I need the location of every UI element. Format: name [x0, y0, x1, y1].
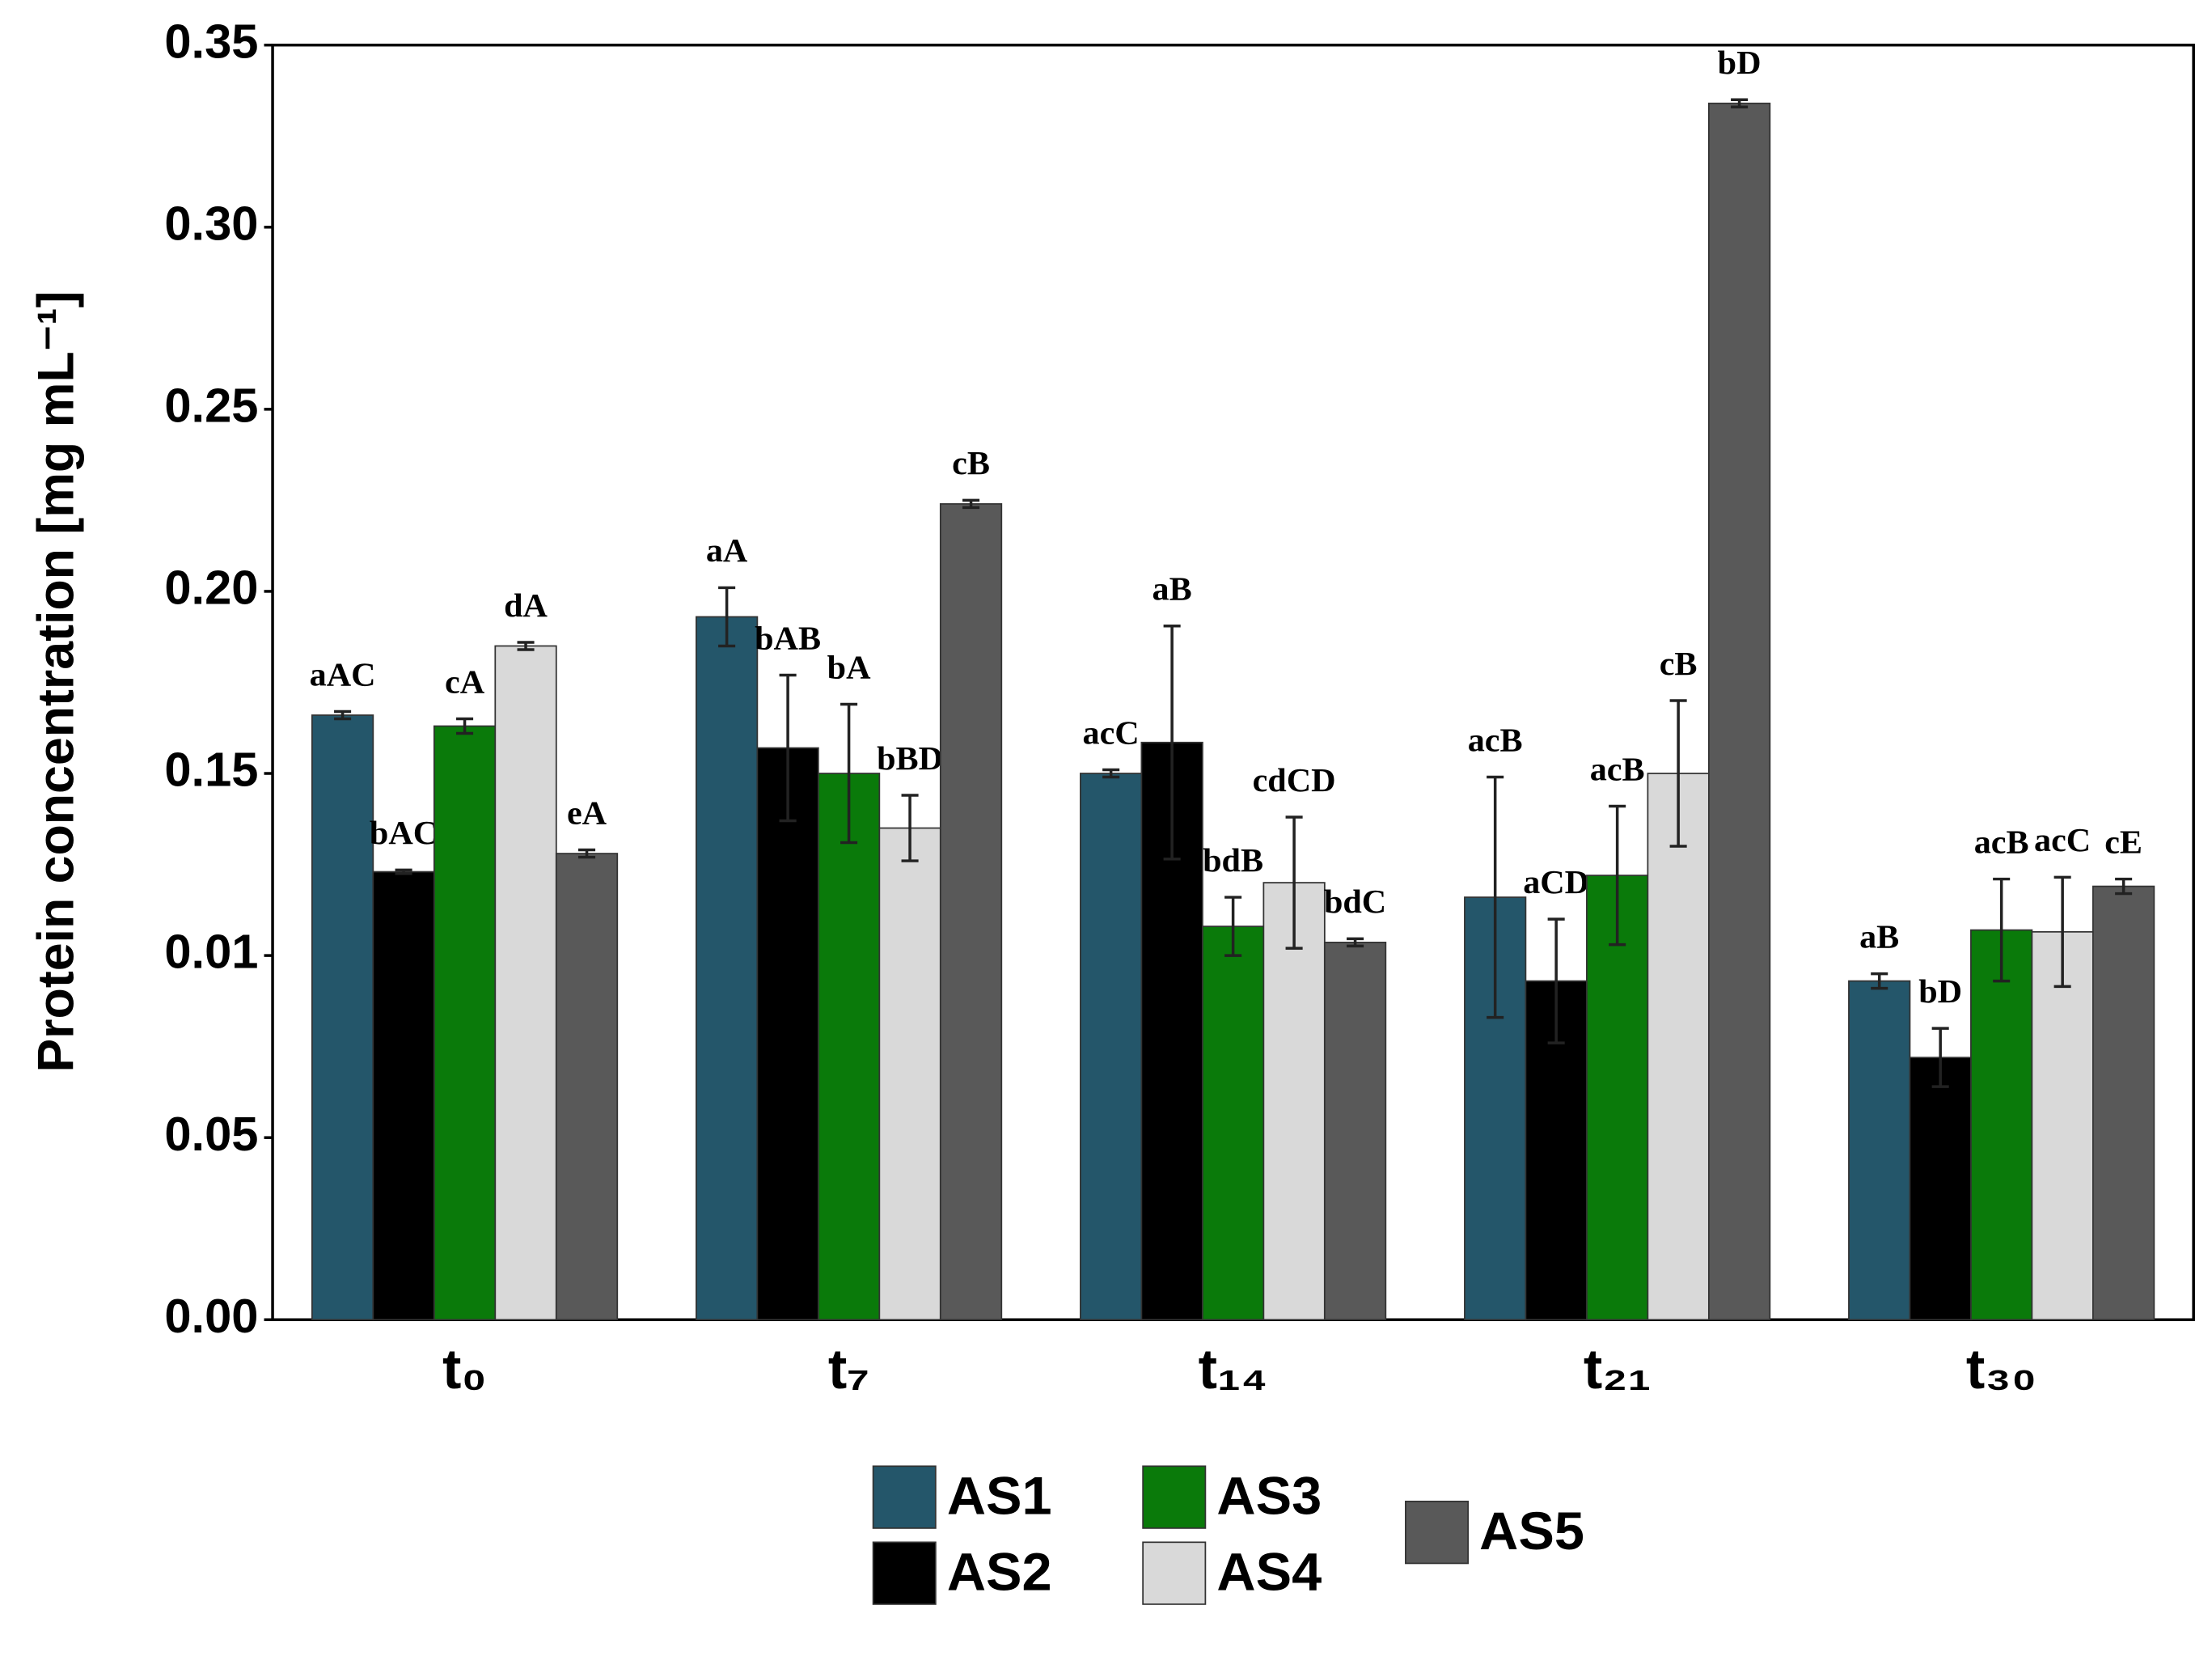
bar: [2092, 885, 2155, 1321]
significance-label: aB: [1859, 919, 1899, 956]
bar: [555, 853, 619, 1321]
significance-label: cdCD: [1253, 762, 1336, 799]
bar: [1647, 773, 1710, 1321]
bar: [1080, 773, 1143, 1321]
legend-swatch: [1142, 1541, 1207, 1605]
legend-label: AS5: [1479, 1502, 1584, 1561]
y-tick-label: 0.35: [164, 15, 258, 69]
error-bar: [901, 794, 919, 862]
bar: [1970, 929, 2033, 1321]
bar: [878, 827, 941, 1321]
bar: [1323, 942, 1387, 1321]
error-bar: [1993, 877, 2011, 983]
error-bar: [577, 848, 596, 859]
bar: [2031, 930, 2094, 1321]
y-tick-label: 0.00: [164, 1289, 258, 1343]
y-tick-label: 0.05: [164, 1107, 258, 1161]
significance-label: aA: [706, 532, 747, 570]
significance-label: bAC: [370, 815, 438, 852]
significance-label: cA: [445, 663, 484, 701]
error-bar: [456, 717, 474, 735]
x-tick-label: t₇: [828, 1337, 869, 1400]
significance-label: acC: [2034, 822, 2091, 859]
significance-label: bdC: [1324, 883, 1386, 921]
error-bar: [2053, 875, 2071, 989]
legend-swatch: [1405, 1500, 1470, 1565]
error-bar: [1871, 972, 1888, 990]
legend-swatch: [1142, 1465, 1207, 1529]
error-bar: [962, 498, 980, 510]
bar: [1909, 1057, 1972, 1321]
legend-label: AS2: [947, 1543, 1052, 1603]
error-bar: [395, 868, 412, 875]
significance-label: cB: [952, 445, 990, 482]
bar: [494, 645, 557, 1321]
y-tick-label: 0.30: [164, 197, 258, 251]
significance-label: bAB: [755, 620, 821, 657]
bar: [1201, 926, 1265, 1321]
bar: [695, 616, 759, 1321]
error-bar: [1285, 815, 1303, 950]
bar: [1848, 980, 1911, 1321]
error-bar: [1669, 699, 1687, 848]
legend-swatch: [872, 1465, 937, 1529]
significance-label: bBD: [877, 740, 943, 777]
error-bar: [1347, 937, 1364, 948]
significance-label: acB: [1468, 722, 1523, 759]
bar: [817, 773, 881, 1321]
bar: [1586, 875, 1649, 1321]
error-bar: [1609, 804, 1626, 947]
significance-label: cE: [2104, 824, 2142, 862]
significance-label: bD: [1918, 973, 1962, 1010]
bar: [756, 747, 819, 1321]
significance-label: aCD: [1523, 864, 1589, 901]
significance-label: bA: [827, 649, 871, 686]
error-bar: [840, 702, 858, 845]
bar: [939, 503, 1003, 1321]
significance-label: aAC: [310, 656, 376, 693]
error-bar: [779, 673, 797, 823]
significance-label: acB: [1974, 824, 2029, 862]
significance-label: dA: [504, 587, 548, 625]
error-bar: [1547, 917, 1565, 1044]
y-tick-label: 0.25: [164, 379, 258, 433]
y-tick-label: 0.20: [164, 561, 258, 615]
x-tick-label: t₁₄: [1199, 1337, 1268, 1400]
bar: [433, 725, 497, 1321]
y-axis-label: Protein concentration [mg mL⁻¹]: [27, 291, 84, 1073]
y-tick-label: 0.01: [164, 925, 258, 979]
error-bar: [1163, 624, 1181, 861]
significance-label: acB: [1590, 751, 1645, 788]
legend-label: AS4: [1216, 1543, 1322, 1603]
error-bar: [2115, 877, 2133, 896]
error-bar: [1487, 775, 1504, 1019]
error-bar: [334, 710, 352, 721]
bar: [311, 714, 374, 1321]
y-tick-label: 0.15: [164, 743, 258, 797]
significance-label: eA: [567, 795, 607, 832]
significance-label: bD: [1718, 44, 1762, 82]
significance-label: cB: [1660, 646, 1698, 683]
error-bar: [1731, 98, 1749, 108]
x-tick-label: t₀: [442, 1337, 487, 1400]
error-bar: [1224, 896, 1242, 957]
legend-label: AS3: [1216, 1467, 1322, 1527]
significance-label: acC: [1083, 714, 1140, 752]
bar: [1707, 102, 1771, 1321]
error-bar: [517, 641, 535, 651]
legend-label: AS1: [947, 1467, 1052, 1527]
error-bar: [1931, 1027, 1949, 1088]
significance-label: aB: [1153, 571, 1192, 608]
error-bar: [718, 586, 736, 648]
bar: [372, 871, 435, 1321]
error-bar: [1102, 768, 1120, 779]
x-tick-label: t₃₀: [1966, 1337, 2036, 1400]
legend-swatch: [872, 1541, 937, 1605]
significance-label: bdB: [1203, 842, 1263, 879]
x-tick-label: t₂₁: [1584, 1337, 1652, 1400]
